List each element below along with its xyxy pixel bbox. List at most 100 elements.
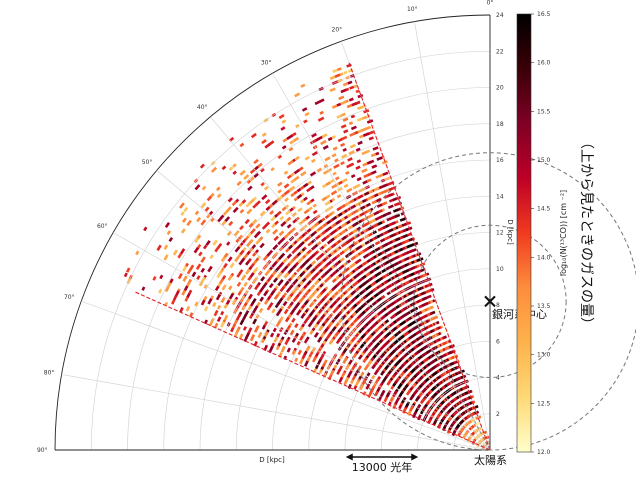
heat-cell: [337, 186, 343, 192]
heat-cell: [307, 241, 313, 247]
heat-cell: [249, 314, 254, 320]
heat-cell: [212, 239, 218, 246]
angular-tick-label: 10°: [407, 6, 418, 13]
heat-cell: [259, 242, 265, 249]
heat-cell: [367, 342, 373, 348]
heat-cell: [198, 251, 203, 257]
heat-cell: [326, 306, 332, 312]
heat-cell: [359, 134, 364, 139]
heat-cell: [234, 246, 241, 253]
heat-cell: [264, 143, 271, 149]
heat-cell: [286, 134, 293, 141]
heat-cell: [363, 173, 369, 179]
heat-cell: [340, 112, 346, 117]
heat-cell: [239, 319, 244, 326]
heat-cell: [259, 296, 265, 302]
heat-cell: [332, 146, 338, 151]
heat-cell: [356, 117, 363, 122]
radial-gridline: [380, 340, 491, 451]
heat-cell: [300, 83, 306, 88]
heat-cell: [389, 313, 397, 320]
heat-cell: [429, 317, 435, 322]
heat-cell: [252, 318, 258, 325]
heat-cell: [371, 301, 377, 307]
heat-cell: [302, 196, 308, 202]
heat-cell: [267, 249, 274, 256]
heat-cell: [252, 251, 258, 257]
heat-cell: [183, 206, 189, 213]
heat-cell: [177, 273, 183, 280]
heat-cell: [290, 178, 296, 184]
heat-cell: [125, 267, 131, 273]
heat-cell: [321, 183, 327, 189]
heat-cell: [257, 331, 263, 339]
heat-cell: [341, 153, 348, 159]
heat-cell: [272, 327, 277, 333]
heat-cell: [340, 178, 348, 184]
heat-cell: [346, 187, 353, 193]
heat-cell: [371, 164, 378, 169]
heat-cell: [238, 269, 244, 275]
heat-cell: [331, 183, 338, 189]
heat-cell: [286, 223, 292, 229]
heat-cell: [268, 302, 274, 308]
radial-gridline: [417, 377, 491, 451]
heat-cell: [415, 299, 421, 304]
heat-cell: [240, 274, 247, 281]
heat-cell: [340, 142, 346, 147]
heat-cell: [241, 199, 247, 204]
heat-cell: [291, 349, 297, 356]
heat-cell: [296, 257, 303, 265]
heat-cell: [350, 125, 357, 131]
heat-cell: [143, 226, 148, 232]
heat-cell: [265, 228, 271, 234]
heat-cell: [294, 92, 301, 98]
heat-cell: [287, 304, 292, 310]
heat-cell: [359, 383, 365, 391]
heat-cell: [346, 286, 352, 292]
heat-cell: [307, 322, 313, 328]
heat-cell: [383, 194, 389, 199]
radial-gridline: [235, 195, 491, 451]
heat-cell: [328, 338, 335, 345]
galactic-center-marker: [484, 295, 496, 308]
heat-cell: [349, 379, 355, 385]
heat-cell: [310, 158, 316, 163]
heat-cell: [236, 272, 241, 278]
heat-cell: [277, 240, 283, 246]
heat-cell: [228, 285, 233, 291]
heat-cell: [180, 228, 186, 234]
heat-cell: [373, 369, 379, 376]
heat-cell: [367, 392, 372, 399]
heat-cell: [191, 271, 197, 278]
heat-cell: [343, 129, 349, 134]
heat-cell: [200, 219, 207, 226]
heat-cell: [284, 316, 290, 323]
angular-gridline: [113, 232, 491, 451]
heat-cell: [280, 221, 287, 227]
heat-cell: [200, 256, 206, 263]
heat-cell: [221, 220, 227, 226]
angular-gridline: [156, 170, 491, 451]
heat-cell: [370, 152, 377, 158]
radial-gridline: [127, 87, 491, 451]
heat-cell: [249, 228, 256, 235]
heat-cell: [296, 187, 302, 193]
heat-cell: [331, 104, 338, 109]
heat-cell: [250, 176, 255, 182]
heat-cell: [278, 113, 285, 120]
heat-cell: [363, 364, 370, 371]
heat-cell: [401, 251, 408, 257]
heat-cell: [355, 165, 361, 170]
heat-cell: [260, 168, 265, 173]
bottom-axis-label: D [kpc]: [259, 456, 285, 464]
heat-cell: [341, 299, 347, 305]
heat-cell: [164, 222, 171, 229]
colorbar-label: log₁₀(N(¹³CO)) [cm ⁻²]: [559, 190, 568, 276]
heat-cell: [350, 174, 356, 179]
heat-cell: [361, 295, 367, 301]
heat-cell: [200, 267, 206, 273]
heat-cell: [289, 273, 296, 280]
heat-cell: [316, 359, 322, 366]
